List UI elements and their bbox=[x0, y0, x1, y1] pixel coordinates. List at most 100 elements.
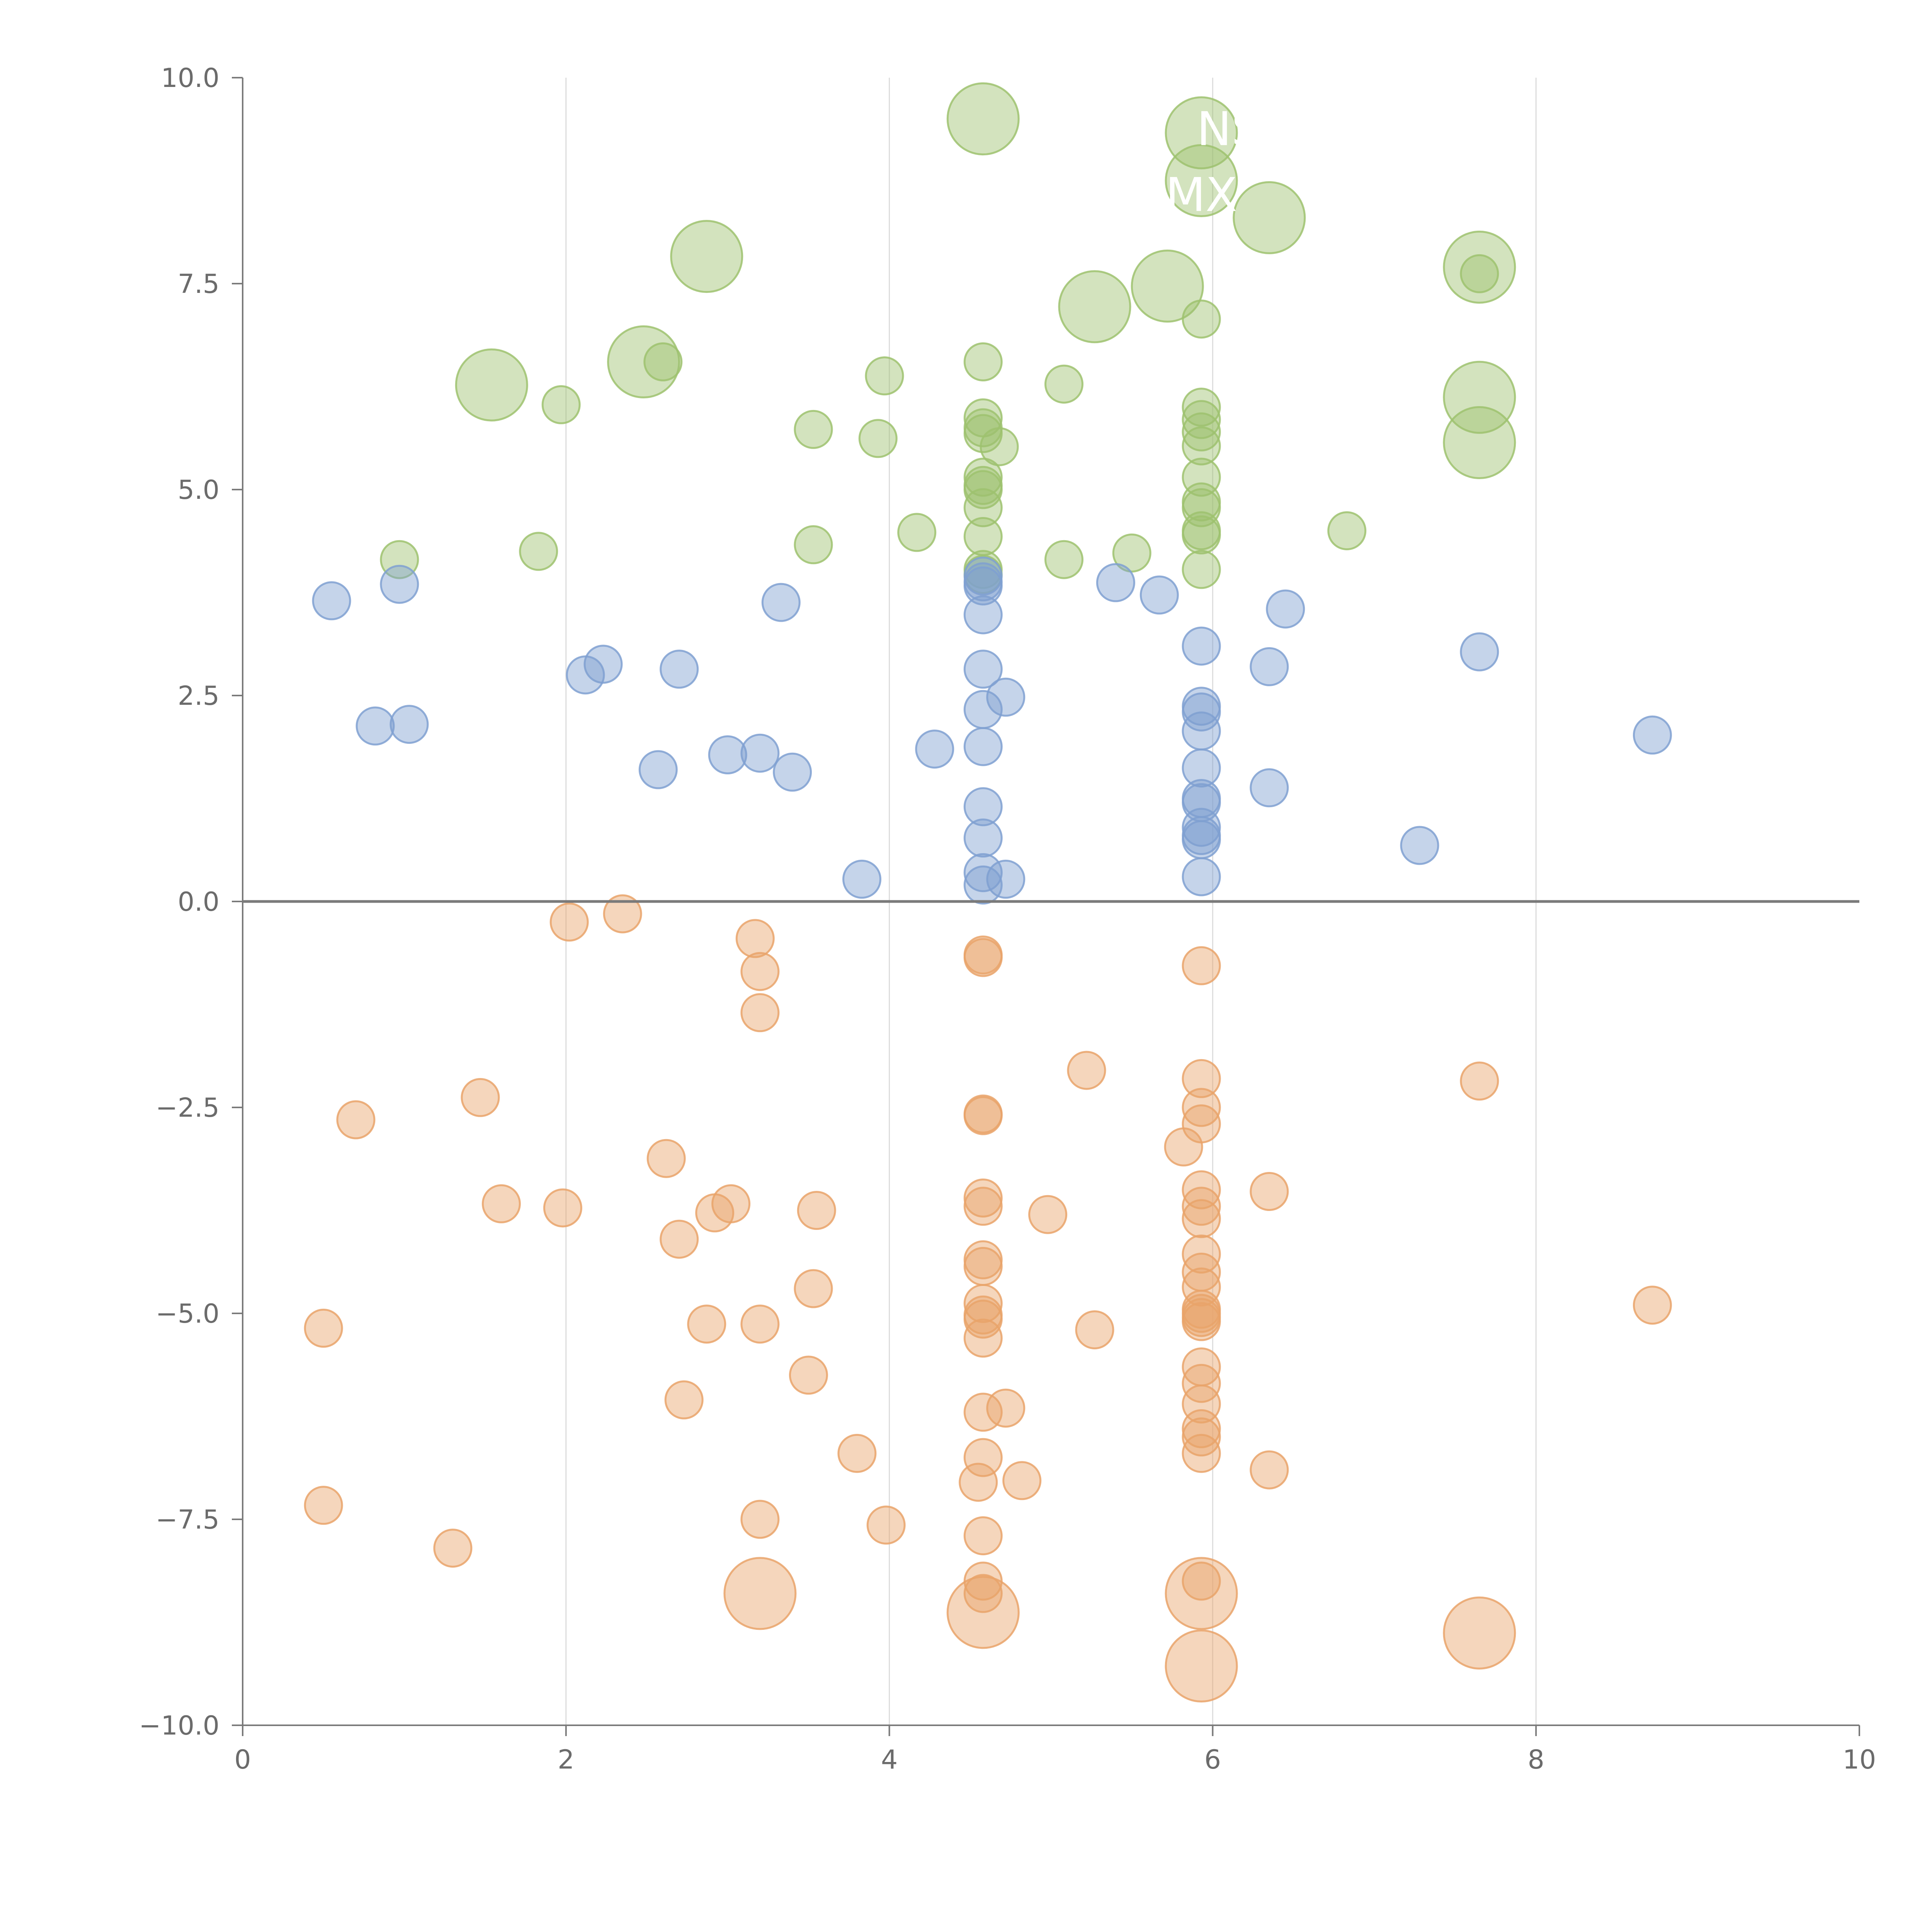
green-point-9 bbox=[1182, 299, 1221, 339]
x-tick-label: 0 bbox=[234, 1745, 251, 1775]
blue-point-3 bbox=[1096, 563, 1135, 602]
green-point-45 bbox=[1044, 540, 1083, 579]
blue-point-25 bbox=[963, 727, 1003, 766]
orange-point-9 bbox=[1182, 1059, 1221, 1098]
blue-point-9 bbox=[963, 595, 1003, 634]
blue-point-2 bbox=[963, 566, 1003, 605]
blue-point-24 bbox=[1633, 715, 1672, 755]
green-point-4 bbox=[670, 220, 743, 293]
blue-point-7 bbox=[761, 583, 801, 622]
orange-point-39 bbox=[1633, 1286, 1672, 1325]
y-tick-label: 7.5 bbox=[178, 269, 219, 299]
orange-point-11 bbox=[461, 1078, 500, 1117]
orange-point-72 bbox=[963, 1574, 1003, 1613]
green-point-14 bbox=[1044, 364, 1083, 404]
orange-point-74 bbox=[723, 1557, 797, 1630]
green-point-24 bbox=[963, 414, 1003, 453]
green-point-46 bbox=[1182, 550, 1221, 589]
green-point-39 bbox=[1182, 515, 1221, 554]
orange-point-22 bbox=[481, 1184, 521, 1223]
green-point-23 bbox=[1182, 412, 1221, 452]
orange-point-7 bbox=[740, 993, 780, 1032]
orange-point-75 bbox=[1165, 1557, 1238, 1630]
y-tick-label: −10.0 bbox=[139, 1711, 219, 1741]
orange-point-17 bbox=[1164, 1127, 1203, 1167]
x-tick-label: 2 bbox=[558, 1745, 574, 1775]
annotation-label-1: MX bbox=[1165, 168, 1237, 222]
green-point-11 bbox=[643, 342, 683, 381]
orange-point-14 bbox=[963, 1096, 1003, 1135]
orange-point-24 bbox=[963, 1187, 1003, 1226]
orange-point-67 bbox=[740, 1500, 780, 1539]
green-point-26 bbox=[1443, 406, 1516, 479]
orange-point-46 bbox=[687, 1304, 726, 1344]
green-point-42 bbox=[519, 532, 558, 571]
orange-point-10 bbox=[1460, 1061, 1499, 1101]
blue-point-16 bbox=[566, 655, 605, 695]
blue-point-11 bbox=[1460, 632, 1499, 672]
orange-point-31 bbox=[660, 1219, 699, 1259]
blue-point-36 bbox=[1182, 808, 1221, 847]
orange-point-8 bbox=[1067, 1051, 1106, 1090]
orange-point-76 bbox=[946, 1576, 1020, 1649]
green-point-15 bbox=[455, 348, 528, 422]
green-point-5 bbox=[1443, 230, 1516, 304]
y-tick-label: −5.0 bbox=[156, 1299, 219, 1329]
orange-point-63 bbox=[1250, 1450, 1289, 1490]
blue-point-26 bbox=[915, 730, 954, 769]
blue-point-40 bbox=[1400, 826, 1439, 865]
orange-point-1 bbox=[549, 902, 589, 942]
green-point-0 bbox=[946, 82, 1020, 156]
y-tick-label: −2.5 bbox=[156, 1093, 219, 1123]
axes: 0 2 4 6 8 10 10.0 7.5 5.0 2.5 0.0 −2.5 −5.0 −7.5 −10.0 bbox=[139, 63, 1876, 1775]
annotations: NS MX bbox=[1165, 102, 1261, 222]
green-point-41 bbox=[794, 525, 833, 565]
blue-point-29 bbox=[1182, 748, 1221, 788]
orange-point-64 bbox=[1002, 1461, 1042, 1500]
orange-point-19 bbox=[1182, 1170, 1221, 1209]
orange-point-12 bbox=[1182, 1088, 1221, 1127]
green-point-17 bbox=[1443, 361, 1516, 434]
data-points bbox=[304, 82, 1672, 1702]
blue-point-31 bbox=[773, 752, 812, 792]
orange-point-53 bbox=[1182, 1364, 1221, 1403]
orange-point-70 bbox=[433, 1529, 473, 1568]
blue-point-19 bbox=[963, 690, 1003, 729]
blue-point-32 bbox=[1250, 768, 1289, 808]
green-point-22 bbox=[794, 410, 833, 449]
orange-point-18 bbox=[646, 1139, 686, 1178]
blue-point-45 bbox=[963, 865, 1003, 905]
y-tick-label: 5.0 bbox=[178, 475, 219, 505]
blue-point-8 bbox=[1266, 589, 1305, 629]
orange-point-5 bbox=[1182, 946, 1221, 985]
green-point-8 bbox=[1058, 270, 1131, 344]
x-tick-label: 10 bbox=[1843, 1745, 1876, 1775]
green-point-43 bbox=[1112, 533, 1151, 573]
blue-point-28 bbox=[740, 733, 780, 773]
orange-point-50 bbox=[963, 1318, 1003, 1358]
green-point-7 bbox=[1131, 249, 1204, 323]
orange-point-37 bbox=[794, 1269, 833, 1308]
orange-point-30 bbox=[1182, 1199, 1221, 1238]
blue-point-14 bbox=[660, 650, 699, 689]
orange-point-29 bbox=[1028, 1195, 1068, 1234]
orange-point-57 bbox=[963, 1393, 1003, 1432]
blue-point-41 bbox=[963, 853, 1003, 892]
blue-point-13 bbox=[1250, 647, 1289, 686]
y-tick-label: 2.5 bbox=[178, 681, 219, 711]
orange-point-25 bbox=[1182, 1187, 1221, 1226]
y-tick-label: 0.0 bbox=[178, 887, 219, 917]
orange-point-78 bbox=[1165, 1629, 1238, 1702]
green-point-29 bbox=[963, 457, 1003, 497]
orange-point-62 bbox=[963, 1438, 1003, 1477]
blue-point-21 bbox=[389, 705, 429, 744]
blue-point-35 bbox=[963, 787, 1003, 827]
orange-point-15 bbox=[336, 1100, 376, 1139]
green-point-6 bbox=[1460, 254, 1499, 293]
blue-point-38 bbox=[963, 818, 1003, 858]
orange-point-54 bbox=[664, 1380, 704, 1420]
orange-point-47 bbox=[740, 1304, 780, 1344]
green-point-28 bbox=[1182, 426, 1221, 466]
orange-point-21 bbox=[963, 1179, 1003, 1218]
